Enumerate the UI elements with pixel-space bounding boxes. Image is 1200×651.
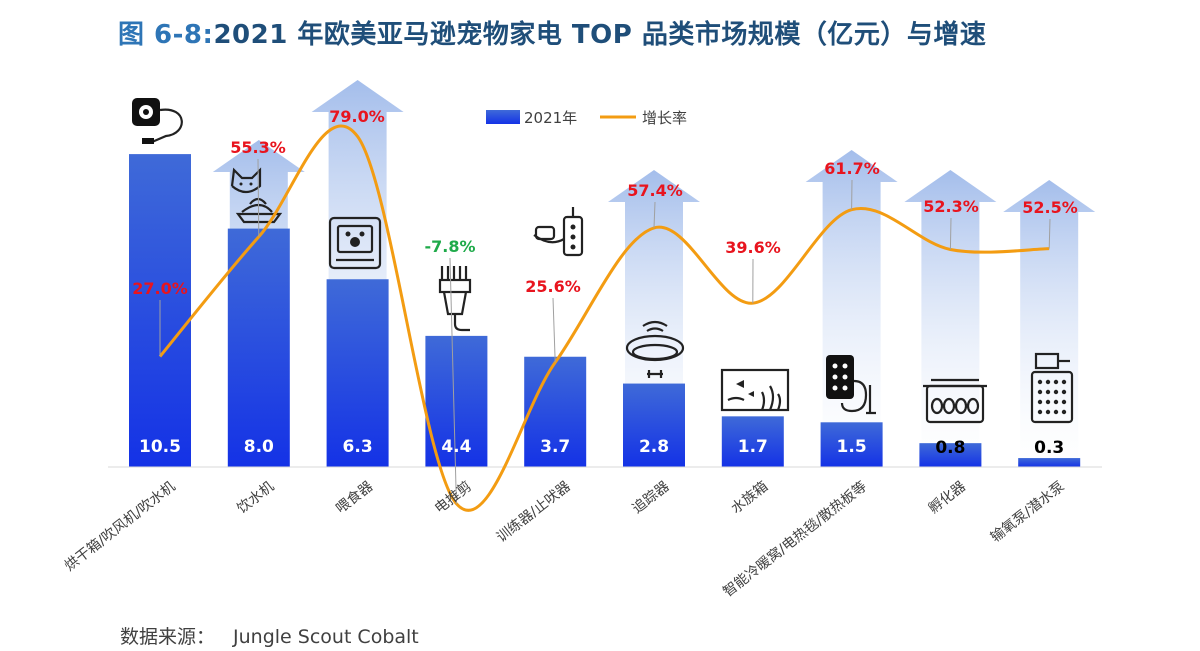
rate-pointer	[257, 158, 260, 237]
category-label: 喂食器	[332, 478, 376, 517]
chart-title: 图 6-8:2021 年欧美亚马逊宠物家电 TOP 品类市场规模（亿元）与增速	[118, 14, 986, 51]
category-icons	[130, 92, 1074, 424]
x-tick-labels: 烘干箱/吹风机/吹水机 饮水机 喂食器 电推剪 训练器/止吠器 追踪器 水族箱智能冷暖窝/电…	[62, 478, 1068, 601]
rate-label: -7.8%	[424, 237, 475, 256]
bar-value-label: 2.8	[639, 437, 669, 457]
aquarium-icon	[720, 368, 790, 412]
heating-pad-icon	[826, 355, 876, 415]
bar-value-label: 0.8	[935, 438, 965, 458]
category-label: 水族箱	[728, 479, 771, 517]
bar	[1018, 458, 1081, 467]
tracker-collar-icon	[625, 320, 685, 378]
category-label: 烘干箱/吹风机/吹水机	[62, 479, 179, 575]
growth-rate-line	[158, 124, 1050, 512]
bar	[721, 416, 784, 467]
rate-label: 25.6%	[525, 277, 581, 296]
rate-label: 27.0%	[132, 279, 188, 298]
source-note: 数据来源： Jungle Scout Cobalt	[120, 622, 419, 649]
bar-value-label: 1.5	[837, 437, 867, 457]
category-label: 输氧泵/潜水泵	[988, 479, 1068, 546]
legend: 2021年 增长率	[486, 109, 687, 127]
bar-value-labels: 10.5 8.0 6.3 4.4 3.7 2.8 1.7 1.5 0.8 0.3	[139, 437, 1064, 458]
rate-pointer	[653, 201, 656, 228]
legend-bar-label: 2021年	[524, 109, 577, 127]
label-pointers	[159, 158, 1051, 504]
rate-label: 39.6%	[725, 238, 781, 257]
feeder-icon	[328, 216, 382, 270]
rate-pointer	[449, 257, 457, 504]
rate-label: 57.4%	[627, 181, 683, 200]
legend-bar-swatch	[486, 110, 520, 124]
title-text: 2021 年欧美亚马逊宠物家电 TOP 品类市场规模（亿元）与增速	[213, 20, 987, 50]
dryer-icon	[130, 92, 188, 144]
bar	[623, 383, 685, 467]
growth-arrow	[1003, 180, 1096, 467]
rate-label: 61.7%	[824, 159, 880, 178]
rate-label: 52.5%	[1022, 198, 1078, 217]
category-label: 训练器/止吠器	[494, 479, 574, 546]
bar-value-label: 8.0	[244, 437, 274, 457]
bar	[820, 422, 883, 467]
bar	[919, 443, 982, 467]
bar	[227, 228, 290, 467]
legend-line-label: 增长率	[642, 109, 687, 127]
bar-value-label: 10.5	[139, 437, 181, 457]
rate-value-labels: 27.0% 55.3% 79.0% -7.8% 25.6% 57.4% 39.6% 61.7%…	[132, 107, 1078, 298]
bar-value-label: 0.3	[1034, 438, 1064, 458]
source-name: Jungle Scout Cobalt	[233, 626, 419, 648]
bar	[524, 356, 587, 467]
bar-value-label: 3.7	[540, 437, 570, 457]
bar	[326, 279, 389, 467]
air-pump-icon	[1030, 352, 1074, 424]
figure-number: 图 6-8:	[118, 20, 214, 50]
rate-pointer	[949, 217, 952, 250]
bar-value-label: 1.7	[738, 437, 768, 457]
bark-collar-icon	[533, 207, 584, 257]
rate-label: 55.3%	[230, 138, 286, 157]
source-label: 数据来源：	[120, 626, 216, 648]
rate-pointer	[1048, 218, 1051, 249]
bar-value-label: 4.4	[441, 437, 471, 457]
incubator-icon	[923, 378, 987, 424]
rate-label: 52.3%	[923, 197, 979, 216]
clipper-icon	[438, 266, 472, 332]
rate-pointer	[552, 297, 556, 363]
category-label: 孵化器	[926, 479, 969, 517]
bar	[425, 335, 488, 467]
category-label: 追踪器	[630, 479, 673, 517]
category-label: 饮水机	[234, 479, 277, 517]
rate-label: 79.0%	[329, 107, 385, 126]
bar-value-label: 6.3	[343, 437, 373, 457]
